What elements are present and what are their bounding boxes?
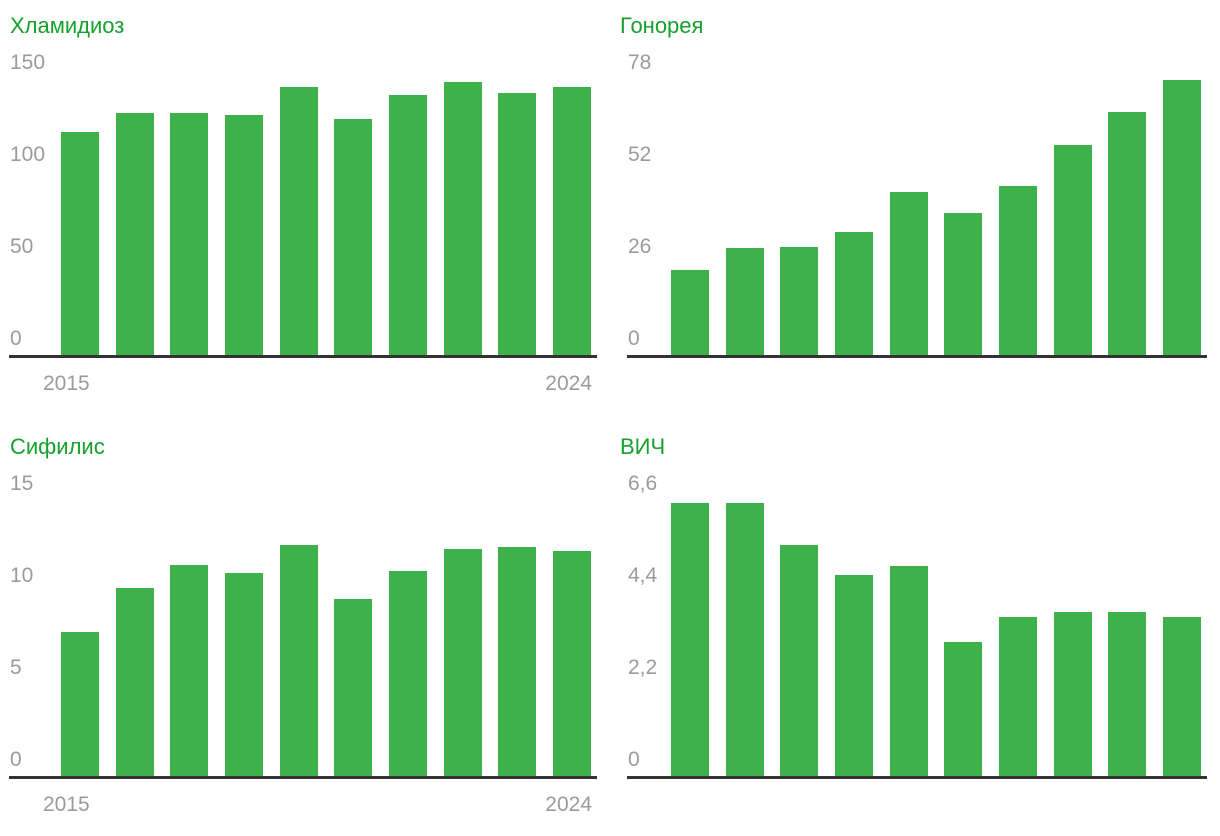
bar-2017 bbox=[170, 565, 209, 776]
bar-2015 bbox=[61, 632, 99, 776]
bar-2022 bbox=[443, 549, 482, 776]
chart-panel: Сифилис 15 10 5 0 2015 2024 bbox=[0, 415, 610, 830]
bar-2018 bbox=[224, 573, 263, 776]
bar-2016 bbox=[115, 588, 154, 776]
x-axis-line bbox=[9, 776, 597, 779]
bar-2015 bbox=[671, 270, 709, 355]
bar-2018 bbox=[834, 575, 873, 776]
chart-title: Сифилис bbox=[10, 434, 105, 459]
bar-2023 bbox=[498, 547, 537, 776]
bar-2017 bbox=[780, 247, 819, 355]
bar-2022 bbox=[1053, 612, 1092, 776]
bar-2018 bbox=[224, 115, 263, 355]
bar-2020 bbox=[944, 213, 983, 355]
chart-inner: Хламидиоз 150 100 50 0 2015 2024 bbox=[0, 0, 610, 415]
y-axis-tick-label: 5 bbox=[10, 656, 22, 680]
bar-2021 bbox=[388, 571, 427, 776]
bar-2024 bbox=[1162, 80, 1201, 355]
x-axis-label-last: 2024 bbox=[545, 793, 592, 816]
y-axis-tick-label: 78 bbox=[628, 50, 652, 74]
bar-2020 bbox=[334, 599, 373, 776]
y-axis-tick-label: 0 bbox=[10, 327, 22, 351]
x-axis-line bbox=[627, 355, 1207, 358]
plot-area bbox=[671, 499, 1201, 776]
bar-2024 bbox=[552, 87, 591, 355]
chart-panel: Хламидиоз 150 100 50 0 2015 2024 bbox=[0, 0, 610, 415]
bar-2021 bbox=[388, 95, 427, 355]
bar-2017 bbox=[780, 545, 819, 776]
bar-2016 bbox=[725, 503, 764, 776]
bar-2021 bbox=[998, 617, 1037, 776]
x-axis-label-first: 2015 bbox=[43, 793, 90, 816]
y-axis-tick-label: 10 bbox=[10, 563, 34, 587]
plot-area bbox=[61, 78, 591, 355]
bar-2023 bbox=[1108, 112, 1147, 355]
plot-area bbox=[671, 78, 1201, 355]
chart-title: Хламидиоз bbox=[10, 13, 125, 38]
chart-inner: Сифилис 15 10 5 0 2015 2024 bbox=[0, 421, 610, 836]
bar-2023 bbox=[1108, 612, 1147, 776]
bar-2024 bbox=[552, 551, 591, 776]
bar-2018 bbox=[834, 232, 873, 355]
bar-2019 bbox=[279, 545, 318, 776]
chart-panel: Гонорея 78 52 26 0 bbox=[610, 0, 1220, 415]
chart-title: Гонорея bbox=[620, 13, 704, 38]
y-axis-tick-label: 0 bbox=[10, 748, 22, 772]
y-axis-tick-label: 4,4 bbox=[628, 563, 658, 587]
bar-2016 bbox=[725, 248, 764, 355]
bar-2024 bbox=[1162, 617, 1201, 776]
bar-2015 bbox=[61, 132, 99, 355]
y-axis-tick-label: 50 bbox=[10, 235, 34, 259]
bar-2020 bbox=[944, 642, 983, 776]
x-axis-line bbox=[9, 355, 597, 358]
chart-title: ВИЧ bbox=[620, 434, 666, 459]
x-axis-line bbox=[627, 776, 1207, 779]
y-axis-tick-label: 0 bbox=[628, 327, 640, 351]
y-axis-tick-label: 0 bbox=[628, 748, 640, 772]
bar-2019 bbox=[889, 192, 928, 355]
bar-2022 bbox=[1053, 145, 1092, 355]
bar-2017 bbox=[170, 113, 209, 355]
chart-panel: ВИЧ 6,6 4,4 2,2 0 bbox=[610, 415, 1220, 830]
y-axis-tick-label: 150 bbox=[10, 50, 46, 74]
y-axis-tick-label: 2,2 bbox=[628, 656, 658, 680]
bar-2020 bbox=[334, 119, 373, 355]
chart-inner: Гонорея 78 52 26 0 bbox=[610, 0, 1220, 415]
chart-inner: ВИЧ 6,6 4,4 2,2 0 bbox=[610, 421, 1220, 836]
x-axis-label-first: 2015 bbox=[43, 372, 90, 395]
bar-2021 bbox=[998, 186, 1037, 355]
y-axis-tick-label: 15 bbox=[10, 471, 34, 495]
bar-2019 bbox=[279, 87, 318, 355]
y-axis-tick-label: 6,6 bbox=[628, 471, 658, 495]
bar-2022 bbox=[443, 82, 482, 355]
plot-area bbox=[61, 499, 591, 776]
y-axis-tick-label: 26 bbox=[628, 235, 652, 259]
bar-2019 bbox=[889, 566, 928, 776]
bar-2015 bbox=[671, 503, 709, 776]
x-axis-label-last: 2024 bbox=[545, 372, 592, 395]
y-axis-tick-label: 52 bbox=[628, 142, 652, 166]
y-axis-tick-label: 100 bbox=[10, 142, 46, 166]
bar-2016 bbox=[115, 113, 154, 355]
bar-2023 bbox=[498, 93, 537, 355]
